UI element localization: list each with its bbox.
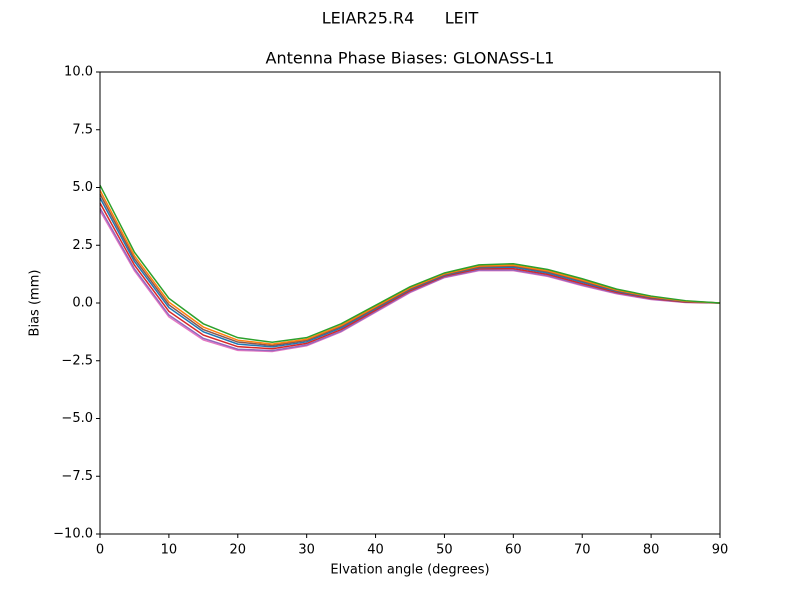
suptitle: LEIAR25.R4 LEIT	[322, 9, 479, 28]
y-tick-label: −5.0	[61, 411, 93, 426]
x-tick-label: 50	[436, 543, 453, 558]
series-line	[99, 210, 721, 353]
y-tick-label: −7.5	[61, 469, 93, 484]
y-tick-label: 0.0	[72, 296, 93, 311]
x-tick-label: 90	[712, 543, 729, 558]
series-line	[99, 193, 721, 347]
x-tick-label: 40	[367, 543, 384, 558]
axes-frame	[99, 71, 721, 535]
y-tick-label: 7.5	[72, 122, 93, 137]
x-tick-label: 30	[298, 543, 315, 558]
x-tick-label: 60	[505, 543, 522, 558]
x-tick-label: 20	[230, 543, 247, 558]
y-tick-label: 2.5	[72, 238, 93, 253]
plot-area	[99, 184, 721, 353]
series-line	[99, 197, 721, 348]
y-tick-label: 10.0	[64, 65, 93, 80]
series-line	[99, 202, 721, 350]
series-line	[99, 207, 721, 352]
x-tick-label: 10	[161, 543, 178, 558]
x-axis-label: Elvation angle (degrees)	[330, 563, 489, 578]
x-tick-label: 0	[96, 543, 104, 558]
series-line	[99, 189, 721, 345]
chart-title: Antenna Phase Biases: GLONASS-L1	[266, 49, 555, 68]
y-axis-label: Bias (mm)	[28, 270, 43, 337]
y-tick-label: 5.0	[72, 180, 93, 195]
y-tick-label: −10.0	[53, 527, 93, 542]
x-tick-label: 80	[643, 543, 660, 558]
y-tick-label: −2.5	[61, 353, 93, 368]
x-tick-label: 70	[574, 543, 591, 558]
series-line	[99, 184, 721, 344]
